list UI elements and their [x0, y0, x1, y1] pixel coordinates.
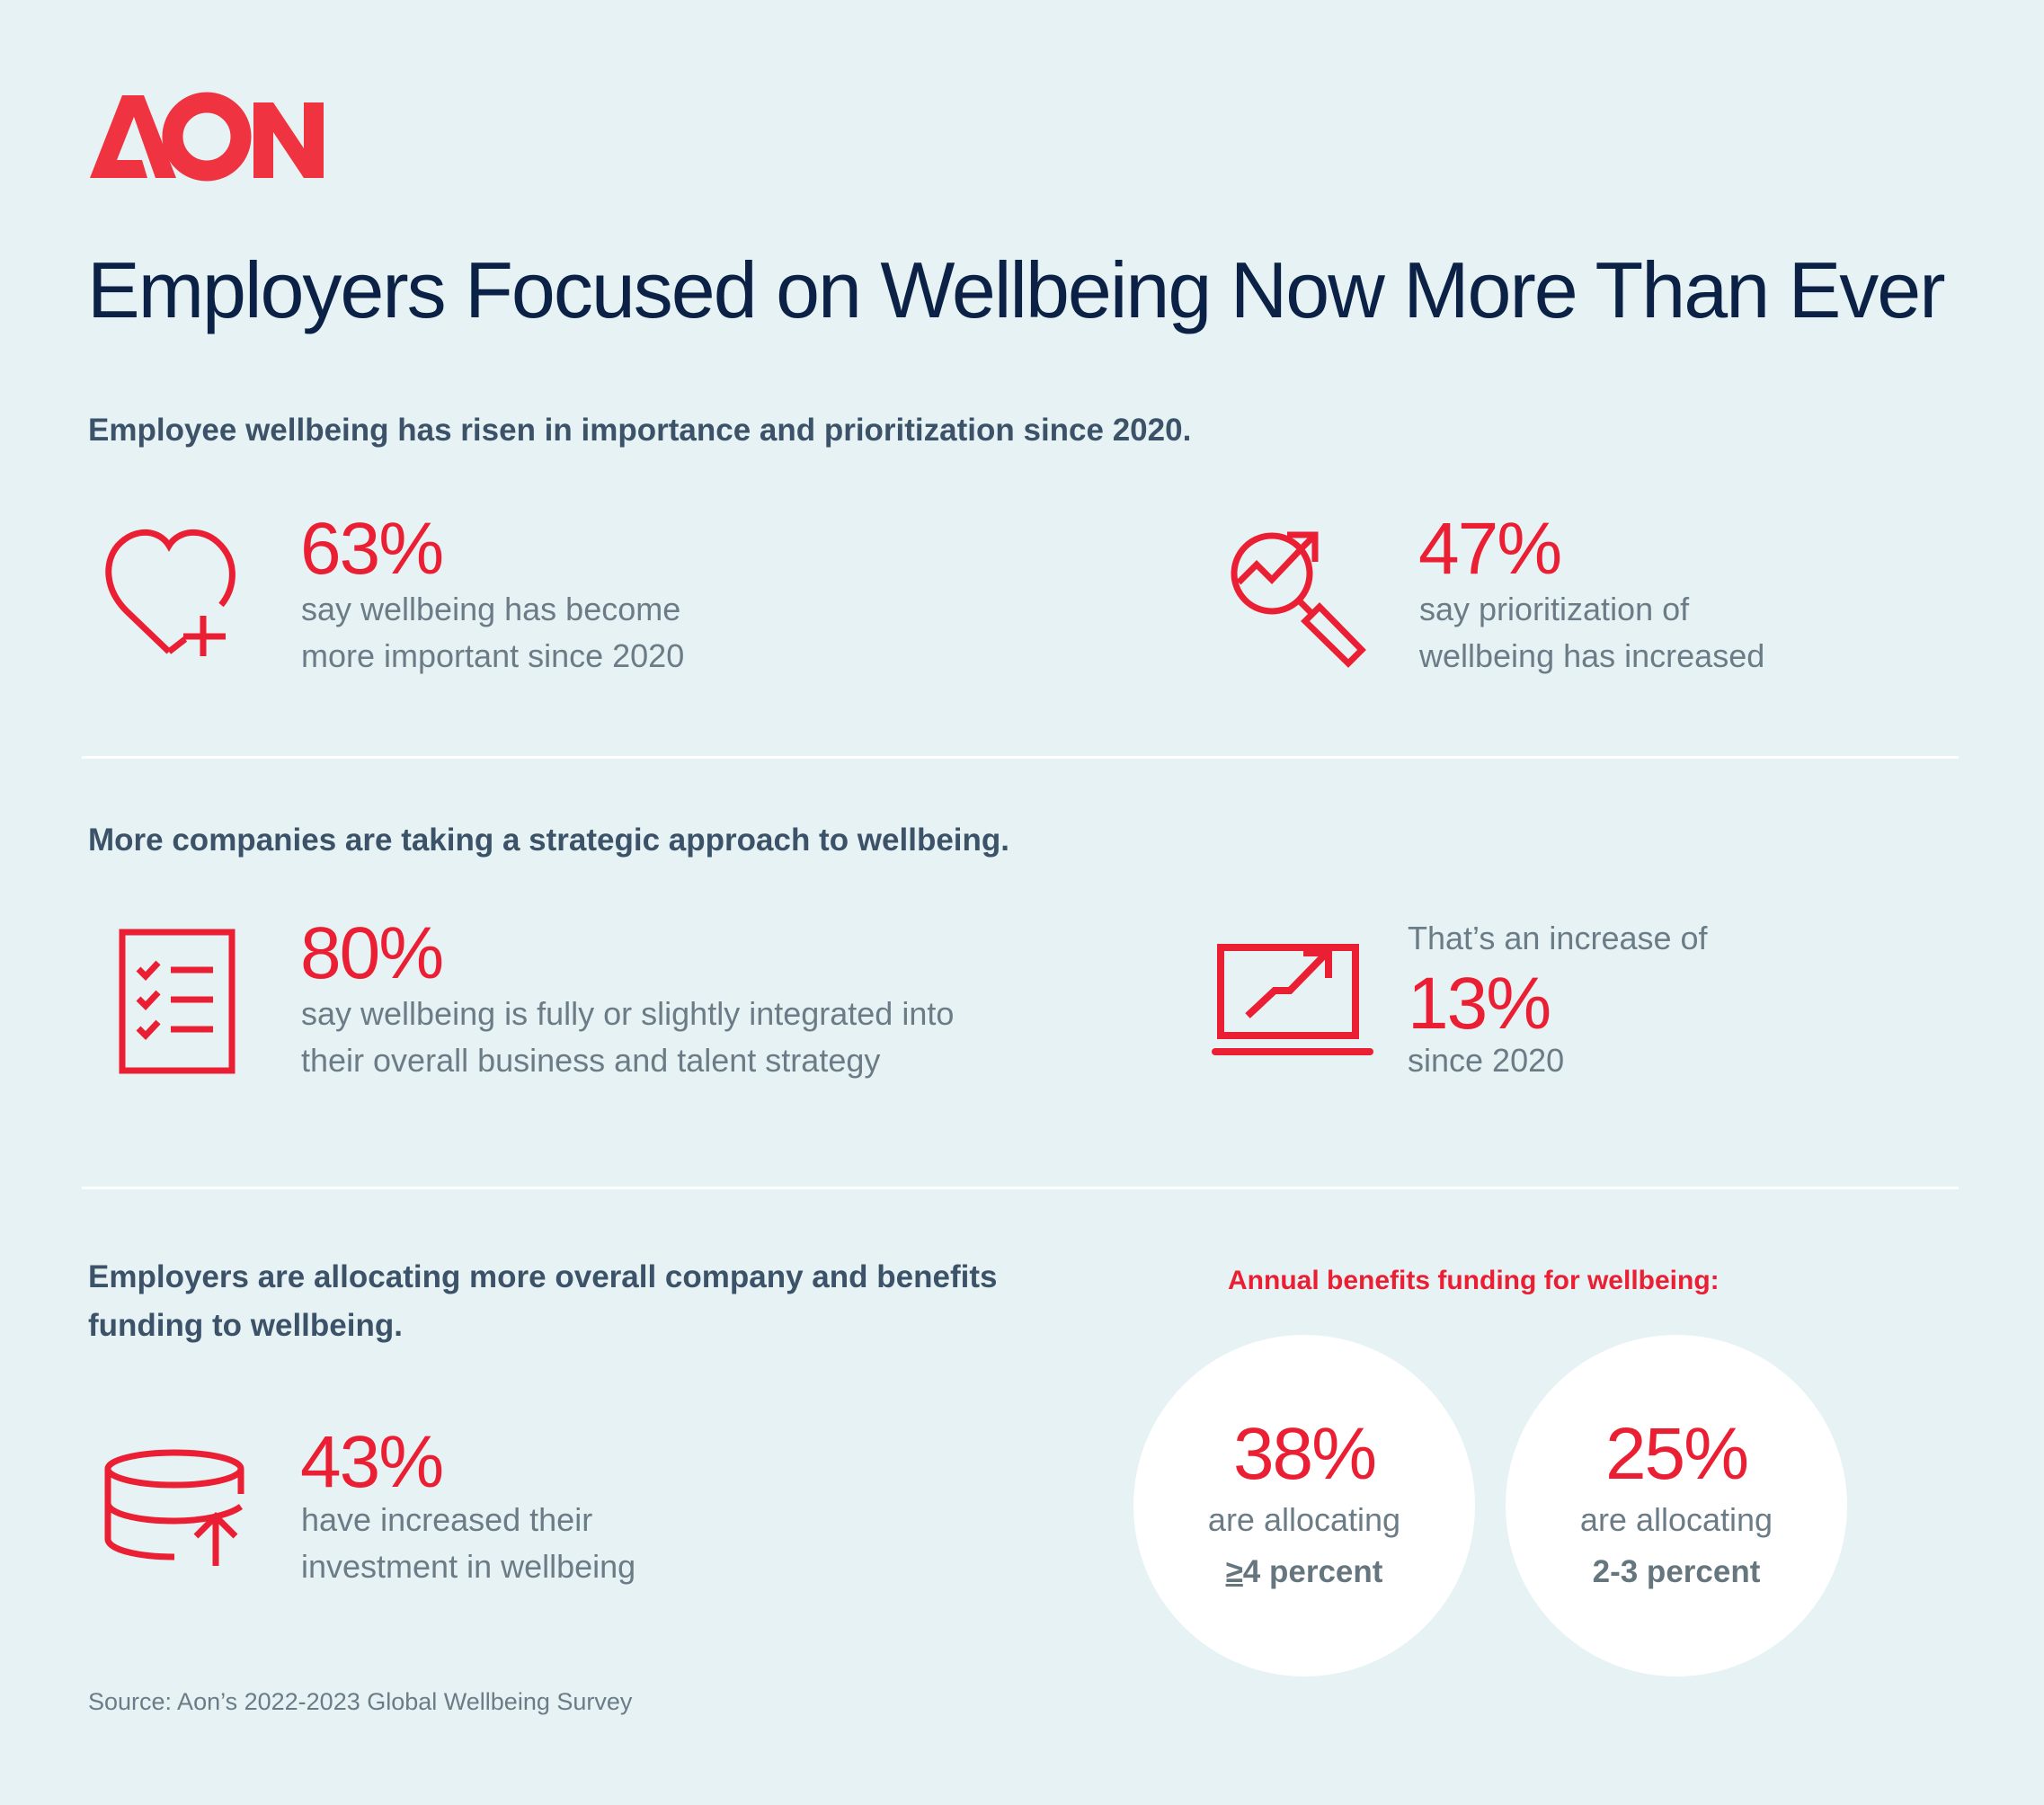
funding-circle-25: 25% are allocating 2-3 percent: [1506, 1335, 1847, 1676]
description-line: wellbeing has increased: [1419, 637, 1765, 674]
laptop-chart-icon: [1212, 944, 1373, 1061]
description-line: investment in wellbeing: [301, 1548, 636, 1585]
description-line: say prioritization of: [1419, 591, 1690, 627]
funding-label: Annual benefits funding for wellbeing:: [1228, 1266, 1720, 1295]
funding-line: are allocating: [1579, 1501, 1773, 1538]
funding-line: are allocating: [1207, 1501, 1401, 1538]
page-title: Employers Focused on Wellbeing Now More …: [87, 245, 1946, 334]
stat-value-43: 43%: [300, 1421, 444, 1503]
stat-value-13: 13%: [1408, 963, 1551, 1045]
gte-symbol: ≥: [1225, 1554, 1243, 1589]
heading-line: funding to wellbeing.: [88, 1308, 403, 1343]
stat-description-47: say prioritization of wellbeing has incr…: [1419, 586, 1764, 680]
description-line: have increased their: [301, 1501, 593, 1538]
heart-plus-icon: [104, 526, 253, 665]
funding-value-38: 38%: [1232, 1413, 1377, 1495]
section-divider: [82, 1187, 1959, 1189]
funding-range: ≥4 percent: [1133, 1549, 1475, 1596]
stat-value-63: 63%: [300, 508, 444, 590]
stat-description-13: since 2020: [1408, 1042, 1565, 1079]
checklist-icon: [119, 929, 237, 1079]
funding-circle-38: 38% are allocating ≥4 percent: [1133, 1335, 1475, 1676]
funding-range: 2-3 percent: [1592, 1554, 1761, 1589]
stat-description-63: say wellbeing has become more important …: [301, 586, 684, 680]
stat-value-80: 80%: [300, 912, 444, 994]
funding-value-25: 25%: [1604, 1413, 1749, 1495]
magnifier-growth-icon: [1222, 524, 1366, 677]
description-line: their overall business and talent strate…: [301, 1042, 881, 1079]
section-divider: [82, 756, 1959, 759]
description-line: more important since 2020: [301, 637, 685, 674]
stat-description-80: say wellbeing is fully or slightly integ…: [301, 991, 954, 1084]
funding-range-text: 4 percent: [1242, 1554, 1383, 1589]
description-line: say wellbeing has become: [301, 591, 681, 627]
stat-description-43: have increased their investment in wellb…: [301, 1497, 635, 1590]
section-heading-importance: Employee wellbeing has risen in importan…: [88, 413, 1192, 448]
source-note: Source: Aon’s 2022-2023 Global Wellbeing…: [88, 1688, 633, 1715]
stat-value-47: 47%: [1418, 508, 1562, 590]
database-up-icon: [102, 1449, 251, 1572]
heading-line: Employers are allocating more overall co…: [88, 1259, 998, 1294]
stat-prefix-13: That’s an increase of: [1408, 920, 1708, 956]
description-line: say wellbeing is fully or slightly integ…: [301, 995, 955, 1032]
section-heading-strategic: More companies are taking a strategic ap…: [88, 822, 1009, 858]
aon-logo: [90, 90, 325, 186]
section-heading-funding: Employers are allocating more overall co…: [88, 1253, 997, 1350]
